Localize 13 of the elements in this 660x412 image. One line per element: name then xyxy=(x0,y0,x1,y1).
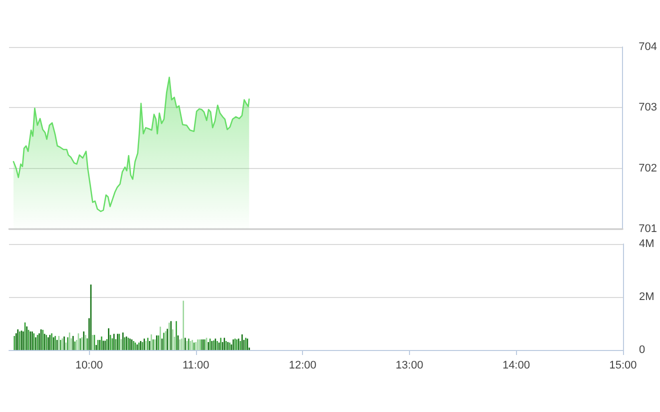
y-tick-label: 703 xyxy=(638,102,658,114)
y-tick-label: 704 xyxy=(638,41,658,53)
x-tick-label: 14:00 xyxy=(502,360,530,372)
y-tick-label: 2M xyxy=(639,291,654,303)
x-tick-label: 15:00 xyxy=(609,360,637,372)
y-tick-label: 701 xyxy=(638,223,658,235)
y-tick-label: 4M xyxy=(639,238,654,250)
x-tick-label: 10:00 xyxy=(75,360,103,372)
x-tick-label: 12:00 xyxy=(288,360,316,372)
y-tick-label: 702 xyxy=(638,162,658,174)
x-tick-label: 11:00 xyxy=(182,360,210,372)
y-tick-label: 0 xyxy=(639,344,646,356)
x-tick-label: 13:00 xyxy=(396,360,424,372)
